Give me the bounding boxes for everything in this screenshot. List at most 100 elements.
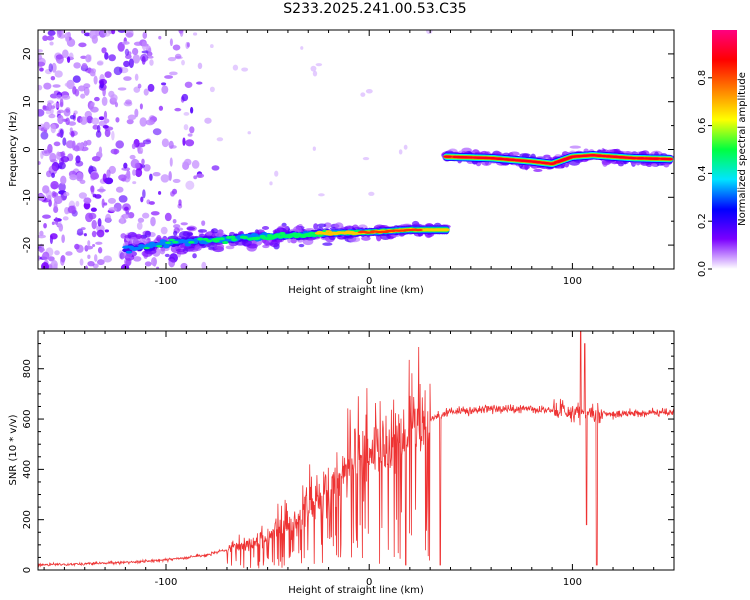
noise-speckle	[94, 194, 102, 199]
figure-title: S233.2025.241.00.53.C35	[283, 1, 467, 17]
ridge-halo	[247, 243, 258, 249]
noise-speckle	[152, 128, 162, 136]
noise-speckle	[121, 167, 131, 171]
noise-speckle	[123, 60, 130, 68]
noise-speckle	[403, 144, 408, 150]
noise-speckle	[360, 92, 366, 97]
ridge-halo	[317, 223, 327, 228]
noise-speckle	[201, 261, 207, 269]
noise-speckle	[56, 30, 62, 38]
noise-speckle	[136, 221, 143, 230]
noise-speckle	[43, 82, 52, 90]
noise-speckle	[43, 222, 47, 229]
noise-speckle	[38, 161, 41, 165]
noise-speckle	[137, 217, 145, 223]
noise-speckle	[123, 76, 132, 81]
noise-speckle	[185, 139, 195, 147]
noise-speckle	[38, 234, 47, 239]
noise-speckle	[115, 186, 124, 193]
noise-speckle	[170, 190, 175, 197]
noise-speckle	[192, 32, 198, 36]
noise-speckle	[124, 48, 130, 56]
spectrogram-y-tick-label: 10	[22, 95, 33, 108]
noise-speckle	[95, 130, 102, 138]
noise-speckle	[46, 35, 55, 41]
ridge-core	[630, 156, 638, 160]
noise-speckle	[174, 53, 182, 59]
ridge-core	[229, 235, 236, 239]
ridge-halo	[125, 258, 131, 267]
noise-speckle	[91, 155, 101, 162]
ridge-halo	[293, 226, 302, 234]
noise-speckle	[310, 65, 317, 72]
noise-speckle	[129, 154, 136, 160]
noise-speckle	[180, 262, 188, 269]
noise-speckle	[161, 138, 169, 148]
noise-speckle	[105, 213, 112, 223]
noise-speckle	[61, 94, 71, 100]
noise-speckle	[107, 197, 116, 204]
noise-speckle	[59, 98, 64, 107]
noise-speckle	[123, 162, 128, 169]
noise-speckle	[97, 247, 103, 254]
noise-speckle	[69, 174, 78, 181]
noise-speckle	[89, 102, 94, 111]
noise-speckle	[48, 199, 52, 207]
noise-speckle	[50, 181, 59, 190]
noise-speckle	[127, 114, 137, 121]
noise-speckle	[67, 31, 71, 38]
noise-speckle	[184, 81, 193, 88]
noise-speckle	[70, 131, 75, 138]
noise-speckle	[91, 230, 97, 238]
noise-speckle	[164, 212, 172, 222]
noise-speckle	[63, 191, 70, 197]
ridge-halo	[234, 240, 246, 246]
ridge-core	[159, 239, 167, 243]
noise-speckle	[102, 124, 109, 129]
noise-speckle	[69, 114, 76, 120]
ridge-core	[143, 246, 150, 250]
ridge-core	[445, 155, 453, 158]
noise-speckle	[104, 71, 112, 78]
ridge-halo	[179, 231, 191, 239]
noise-speckle	[108, 54, 116, 62]
snr-ticks: -100 0 100 0 200 400 600 800	[22, 330, 675, 588]
noise-speckle	[101, 198, 105, 209]
noise-speckle	[143, 88, 149, 96]
noise-speckle	[318, 193, 325, 197]
ridge-core	[254, 236, 261, 240]
ridge-core	[443, 228, 450, 232]
ridge-halo	[186, 226, 196, 231]
snr-x-tick-label: 100	[563, 577, 582, 588]
noise-speckle	[67, 121, 77, 126]
noise-speckle	[98, 78, 108, 86]
noise-speckle	[115, 117, 120, 123]
noise-speckle	[103, 118, 110, 124]
noise-speckle	[232, 64, 239, 71]
ridge-halo	[135, 233, 142, 240]
noise-speckle	[103, 202, 108, 206]
noise-speckle	[365, 88, 373, 94]
noise-speckle	[92, 244, 96, 248]
noise-speckle	[147, 83, 155, 92]
noise-speckle	[90, 207, 97, 212]
noise-speckle	[160, 174, 170, 183]
noise-speckle	[96, 61, 104, 66]
noise-speckle	[60, 156, 70, 163]
noise-speckle	[66, 56, 71, 63]
ridge-core	[230, 238, 238, 242]
noise-speckle	[209, 86, 215, 93]
noise-speckle	[137, 83, 142, 89]
noise-speckle	[185, 180, 195, 190]
ridge-core	[206, 239, 213, 243]
noise-speckle	[216, 137, 224, 142]
ridge-halo	[194, 244, 202, 251]
noise-speckle	[132, 181, 137, 185]
noise-speckle	[47, 30, 56, 36]
noise-speckle	[209, 44, 214, 49]
ridge-halo	[387, 236, 394, 240]
noise-speckle	[62, 137, 67, 146]
noise-speckle	[132, 54, 141, 64]
noise-speckle	[158, 105, 164, 111]
